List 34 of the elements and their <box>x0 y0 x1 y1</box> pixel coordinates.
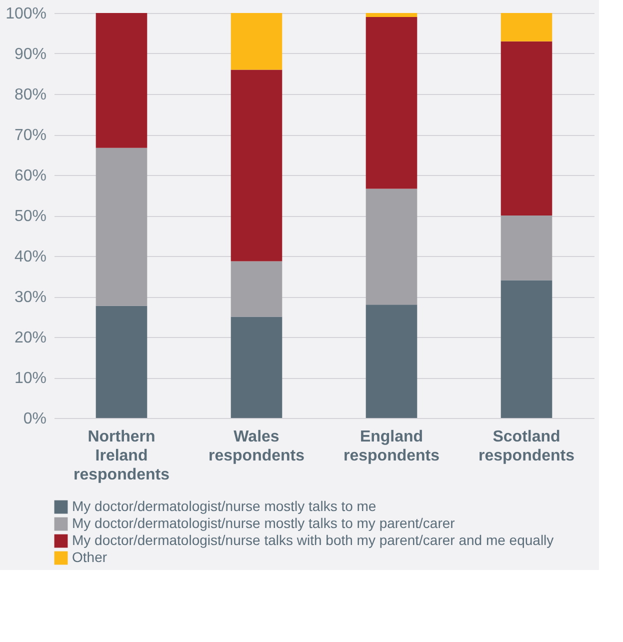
x-tick-label: Northern Ireland respondents <box>73 428 170 484</box>
bar <box>366 13 418 18</box>
y-tick-label: 0% <box>23 410 46 428</box>
legend-label: My doctor/dermatologist/nurse talks with both my parent/carer and me equally <box>72 532 554 548</box>
bar <box>230 261 282 317</box>
y-tick-label: 80% <box>14 86 46 104</box>
bar <box>366 304 418 418</box>
bar <box>96 148 148 306</box>
bar <box>230 70 282 262</box>
bar <box>500 280 552 418</box>
bar <box>500 216 552 280</box>
legend-label: My doctor/dermatologist/nurse mostly talks to my parent/carer <box>72 515 456 531</box>
bar <box>366 188 418 305</box>
y-tick-label: 40% <box>14 248 46 266</box>
x-tick-label: Scotland respondents <box>478 428 575 464</box>
bar <box>96 306 148 418</box>
y-tick-label: 60% <box>14 168 46 184</box>
bar <box>500 41 552 216</box>
x-tick-label: England respondents <box>343 428 440 464</box>
y-tick-label: 20% <box>14 330 46 346</box>
y-tick-label: 30% <box>14 289 46 306</box>
x-tick-label: Wales respondents <box>208 428 305 464</box>
y-tick-label: 70% <box>14 127 46 144</box>
bar <box>366 17 418 189</box>
bar <box>230 13 282 70</box>
bar <box>230 316 282 418</box>
y-tick-label: 100% <box>6 6 46 22</box>
y-tick-label: 90% <box>14 46 46 63</box>
legend-label: Other <box>72 549 108 565</box>
bar <box>500 13 552 42</box>
y-tick-label: 50% <box>14 208 46 225</box>
y-tick-label: 10% <box>14 370 46 387</box>
legend-label: My doctor/dermatologist/nurse mostly talks to me <box>72 498 376 514</box>
bar <box>96 13 148 148</box>
